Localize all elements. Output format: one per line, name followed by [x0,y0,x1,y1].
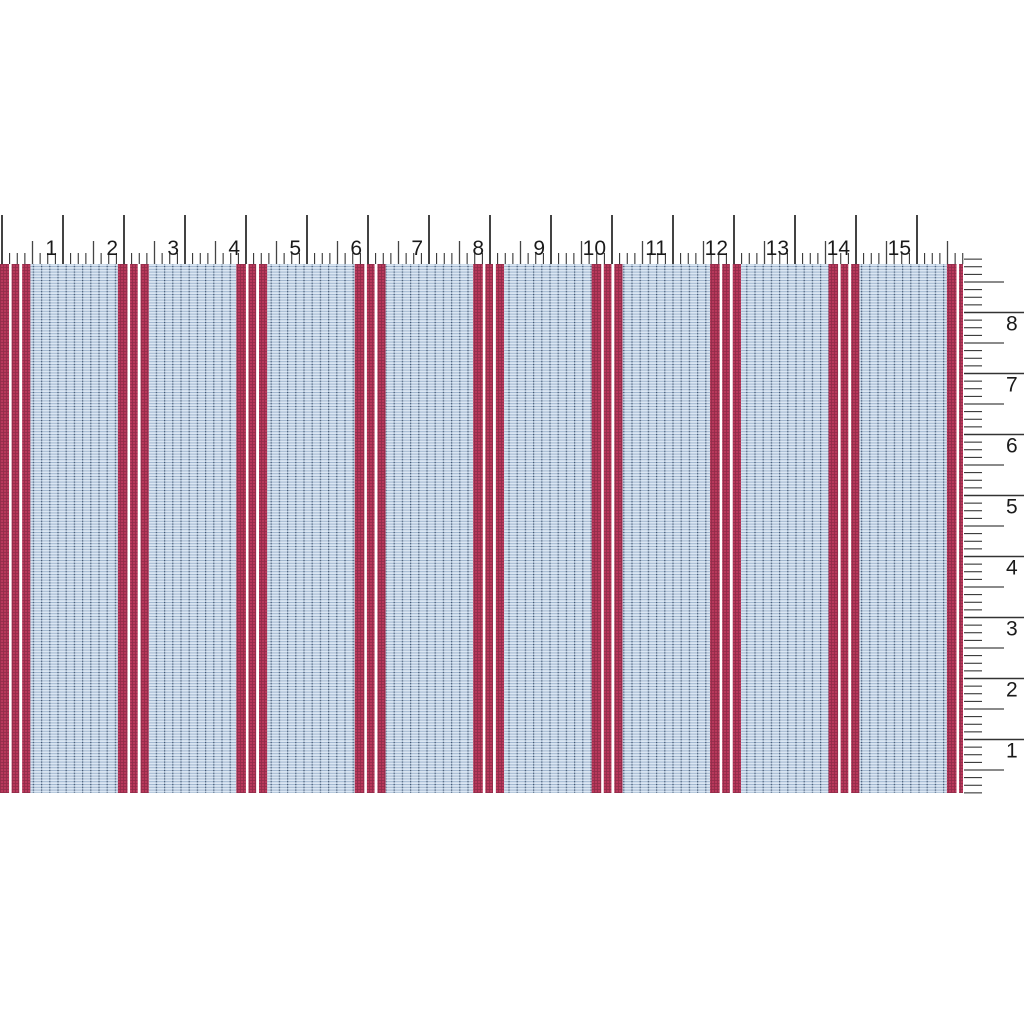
svg-text:14: 14 [827,237,851,260]
svg-text:15: 15 [888,237,911,260]
svg-text:10: 10 [583,237,606,260]
svg-text:8: 8 [1006,313,1018,336]
svg-text:4: 4 [228,237,240,260]
svg-text:9: 9 [533,237,545,260]
svg-text:8: 8 [472,237,484,260]
svg-text:13: 13 [766,237,789,260]
svg-text:2: 2 [1006,679,1018,702]
svg-text:2: 2 [106,237,118,260]
svg-text:7: 7 [411,237,423,260]
svg-text:11: 11 [645,237,667,260]
svg-text:1: 1 [45,237,57,260]
svg-text:3: 3 [167,237,179,260]
svg-text:12: 12 [705,237,728,260]
svg-text:7: 7 [1006,374,1018,397]
svg-text:6: 6 [1006,435,1018,458]
svg-text:4: 4 [1006,557,1018,580]
svg-text:5: 5 [1006,496,1018,519]
svg-text:5: 5 [289,237,301,260]
svg-text:3: 3 [1006,618,1018,641]
svg-text:6: 6 [350,237,362,260]
svg-text:1: 1 [1006,740,1018,763]
